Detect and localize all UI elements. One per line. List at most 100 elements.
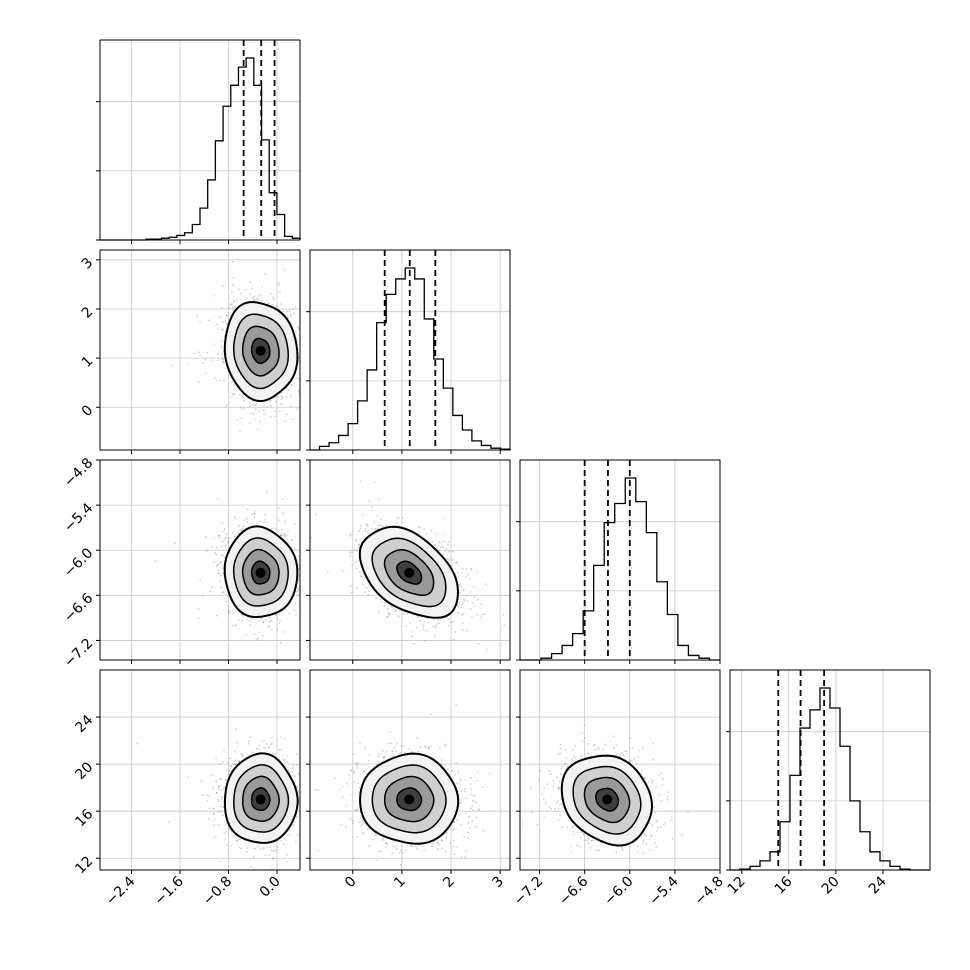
scatter-point: [230, 396, 233, 398]
scatter-point: [232, 834, 235, 837]
scatter-point: [259, 421, 262, 423]
scatter-point: [240, 847, 243, 850]
scatter-point: [286, 534, 288, 537]
scatter-point: [385, 524, 387, 527]
scatter-point: [275, 396, 278, 399]
scatter-point: [213, 537, 216, 539]
scatter-point: [301, 612, 303, 614]
scatter-point: [266, 491, 269, 494]
scatter-point: [293, 548, 296, 550]
scatter-point: [196, 314, 199, 317]
scatter-point: [240, 755, 243, 758]
scatter-point: [310, 536, 313, 539]
contour-line-3: [223, 525, 299, 618]
scatter-point: [364, 527, 367, 530]
scatter-point: [240, 613, 243, 616]
scatter-point: [466, 573, 469, 576]
scatter-point: [241, 619, 244, 622]
scatter-point: [238, 288, 241, 291]
scatter-point: [263, 514, 266, 516]
scatter-point: [233, 535, 236, 538]
scatter-point: [430, 529, 433, 532]
scatter-point: [425, 533, 428, 535]
scatter-point: [460, 606, 462, 609]
scatter-point: [465, 594, 468, 597]
scatter-point: [457, 611, 460, 614]
scatter-point: [171, 364, 174, 367]
scatter-point: [213, 807, 216, 810]
scatter-point: [412, 614, 415, 616]
scatter-point: [282, 310, 285, 313]
scatter-point: [206, 351, 209, 354]
scatter-point: [229, 757, 231, 760]
scatter-point: [198, 351, 200, 354]
histogram-step-3: [730, 687, 930, 871]
scatter-point: [276, 617, 279, 620]
scatter-point: [456, 571, 459, 574]
scatter-point: [350, 551, 353, 554]
scatter-point: [466, 629, 469, 632]
scatter-point: [297, 790, 300, 793]
scatter-point: [302, 575, 304, 577]
scatter-point: [280, 403, 283, 406]
scatter-point: [227, 541, 230, 544]
scatter-point: [395, 609, 397, 612]
scatter-point: [303, 548, 305, 550]
scatter-point: [278, 613, 280, 616]
scatter-point: [360, 575, 363, 578]
scatter-point: [375, 528, 377, 531]
scatter-point: [222, 591, 225, 594]
scatter-point: [275, 400, 278, 403]
scatter-point: [503, 624, 506, 626]
scatter-point: [359, 571, 361, 573]
scatter-point: [261, 740, 264, 742]
scatter-point: [358, 546, 360, 549]
scatter-point: [253, 633, 256, 636]
scatter-point: [359, 527, 362, 530]
scatter-point: [355, 586, 358, 589]
scatter-point: [376, 514, 379, 517]
scatter-point: [301, 364, 303, 366]
scatter-point: [211, 586, 213, 589]
scatter-point: [290, 539, 293, 542]
contour-line-0: [250, 337, 271, 365]
scatter-point: [397, 517, 400, 520]
scatter-point: [256, 428, 259, 431]
scatter-point: [303, 307, 305, 309]
scatter-point: [427, 621, 430, 624]
scatter-point: [248, 402, 251, 405]
scatter-point: [350, 585, 352, 588]
scatter-point: [243, 399, 246, 402]
scatter-point: [215, 547, 218, 549]
scatter-point: [283, 631, 286, 633]
scatter-point: [231, 260, 234, 263]
scatter-point: [383, 604, 386, 607]
scatter-point: [261, 300, 264, 302]
scatter-point: [356, 557, 358, 559]
scatter-point: [271, 303, 274, 306]
scatter-point: [422, 624, 425, 627]
scatter-point: [224, 320, 227, 323]
scatter-point: [236, 419, 239, 421]
scatter-point: [234, 518, 237, 520]
contour-line-0: [396, 560, 423, 585]
scatter-point: [288, 612, 291, 615]
scatter-point: [315, 513, 318, 516]
scatter-point: [434, 626, 437, 629]
scatter-point: [441, 541, 443, 544]
scatter-point: [486, 648, 489, 651]
scatter-point: [280, 528, 283, 531]
scatter-point: [438, 549, 440, 552]
scatter-point: [231, 393, 234, 396]
scatter-point: [267, 302, 269, 305]
scatter-point: [435, 533, 438, 536]
scatter-point: [277, 396, 280, 398]
scatter-point: [530, 615, 532, 617]
histogram-panel-3: [726, 669, 931, 871]
scatter-point: [220, 328, 223, 331]
scatter-point: [227, 609, 230, 612]
scatter-point: [305, 551, 307, 553]
scatter-point: [368, 590, 370, 593]
scatter-point: [205, 535, 207, 538]
